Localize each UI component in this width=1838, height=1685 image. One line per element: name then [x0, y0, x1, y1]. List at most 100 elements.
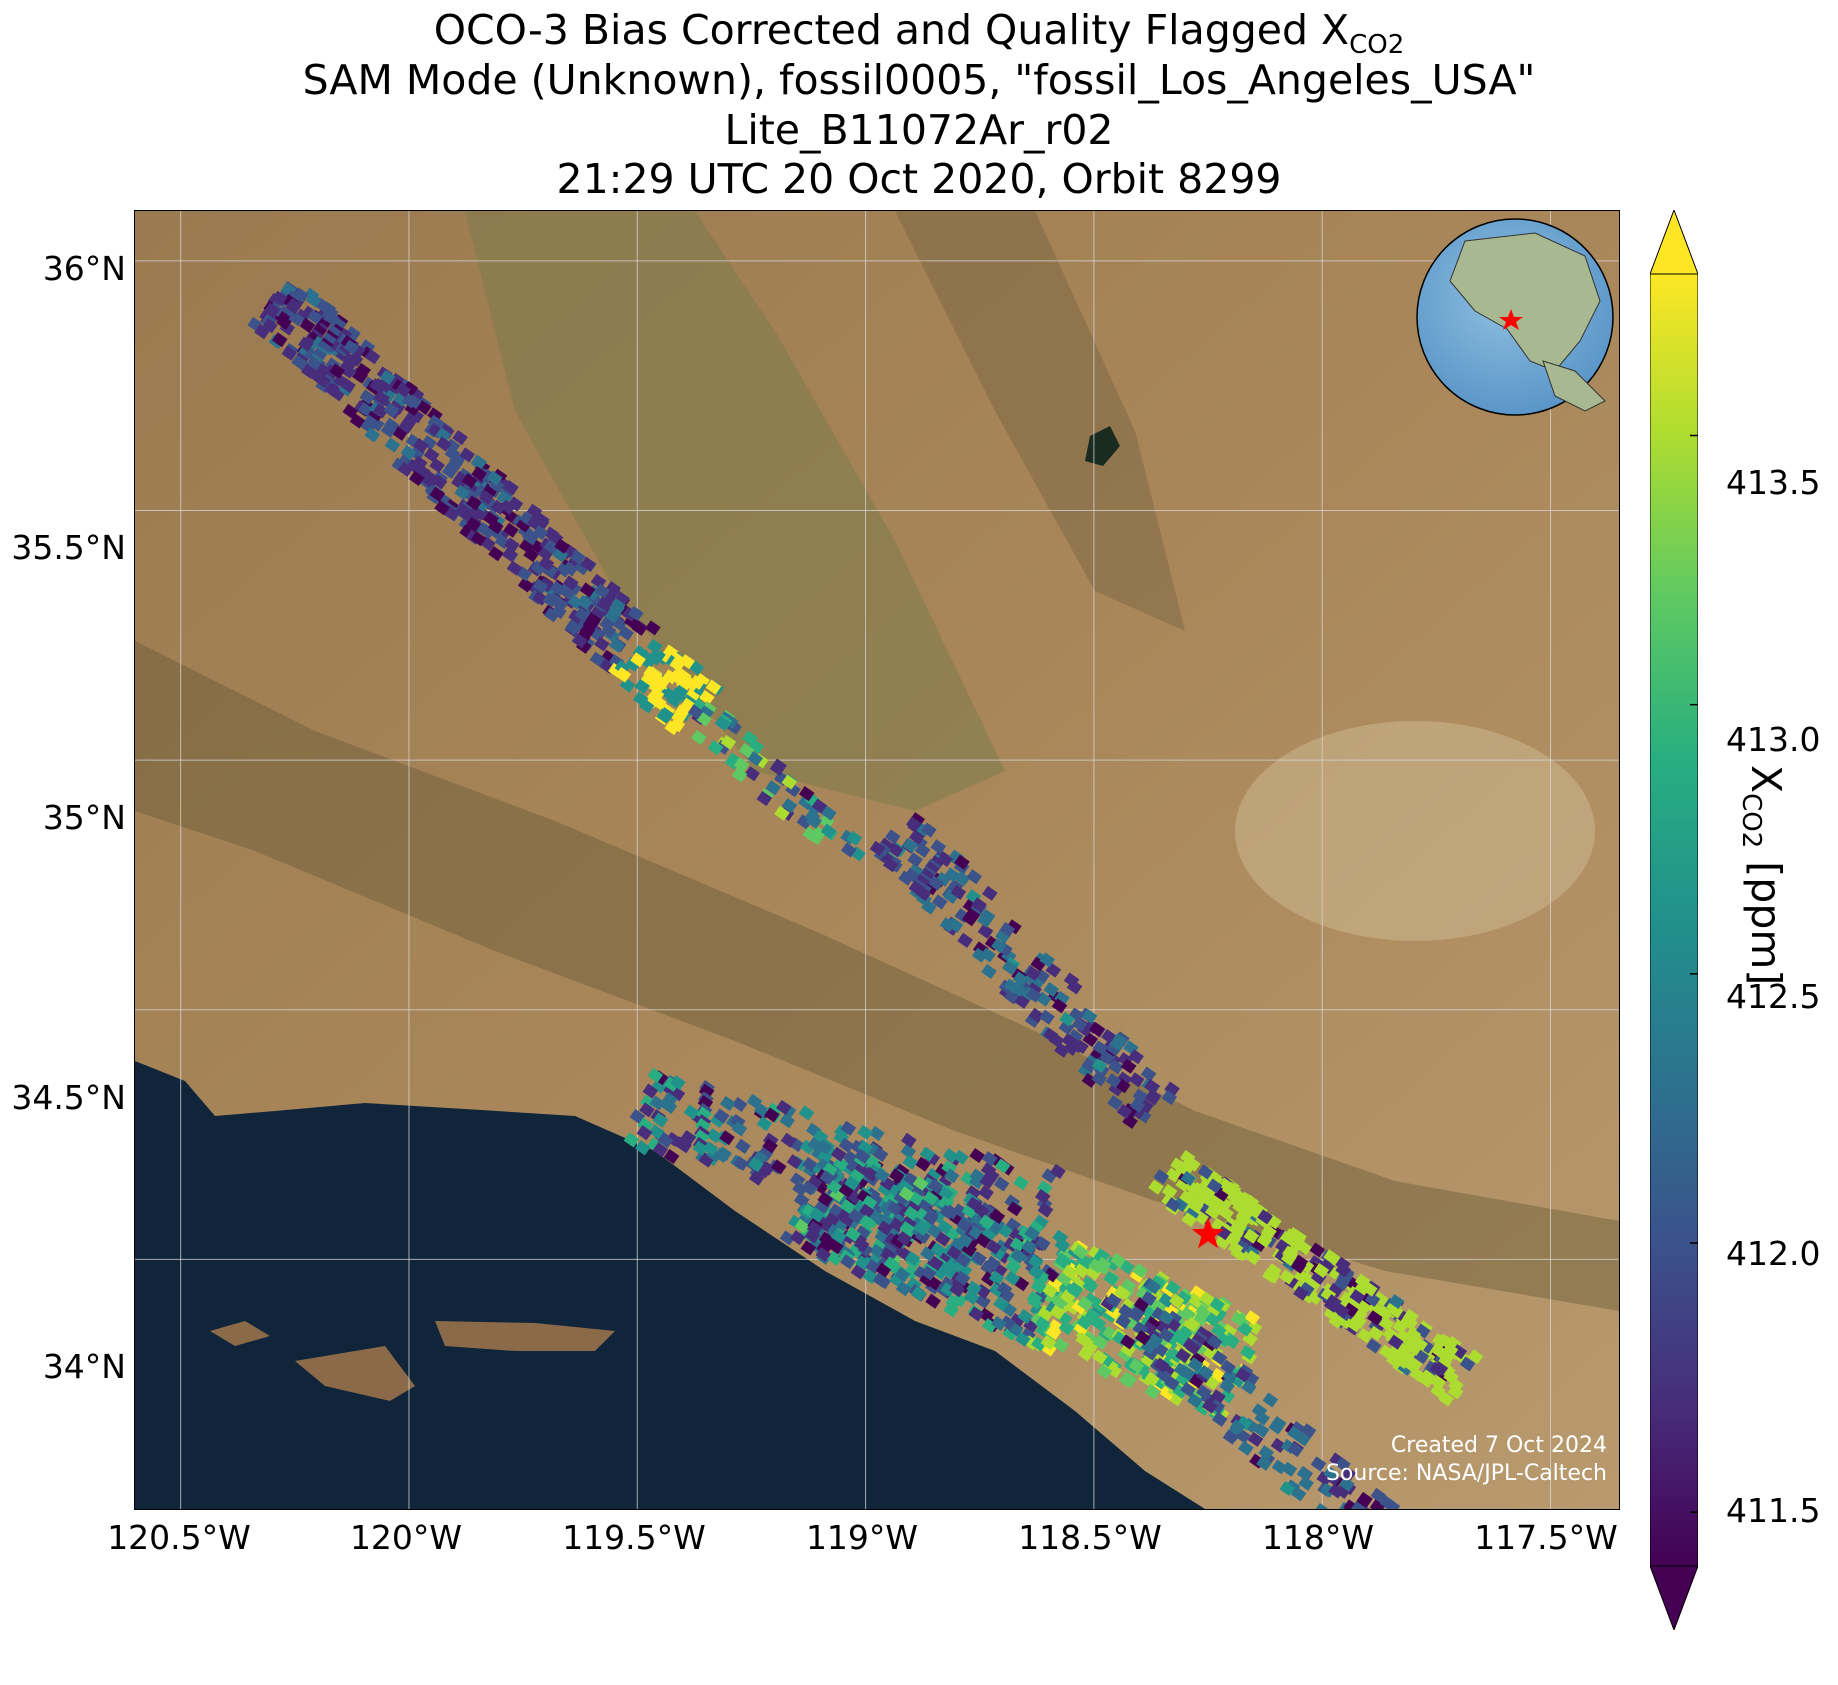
sounding-footprint: [355, 362, 371, 378]
sounding-footprint: [1313, 1262, 1330, 1279]
sounding-footprint: [1120, 1334, 1136, 1350]
sounding-footprint: [345, 325, 361, 342]
sounding-footprint: [921, 822, 937, 838]
sounding-footprint: [1186, 1393, 1203, 1409]
sounding-footprint: [982, 885, 998, 901]
sounding-footprint: [1197, 1164, 1214, 1180]
sounding-footprint: [466, 495, 482, 511]
sounding-footprint: [1103, 1271, 1119, 1287]
sounding-footprint: [1219, 1388, 1236, 1404]
sounding-footprint: [1073, 1263, 1089, 1279]
sounding-footprint: [1218, 1205, 1234, 1221]
sounding-footprint: [1015, 1331, 1031, 1347]
sounding-footprint: [872, 1272, 889, 1288]
sounding-footprint: [1364, 1291, 1381, 1308]
sounding-footprint: [926, 1223, 943, 1239]
sounding-footprint: [307, 309, 323, 325]
globe-location-star: [1499, 309, 1523, 330]
sounding-footprint: [683, 1104, 700, 1120]
sounding-footprint: [889, 1168, 905, 1184]
sounding-footprint: [748, 1157, 764, 1173]
sounding-footprint: [1256, 1455, 1272, 1471]
sounding-footprint: [731, 1121, 748, 1137]
sounding-footprint: [869, 1125, 885, 1141]
sounding-footprint: [809, 1207, 825, 1223]
sounding-footprint: [687, 704, 704, 720]
sounding-footprint: [1196, 1384, 1212, 1400]
sounding-footprint: [747, 751, 763, 767]
sounding-footprint: [506, 560, 523, 576]
sounding-footprint: [1243, 1228, 1260, 1244]
sounding-footprint: [1179, 1365, 1196, 1381]
sounding-footprint: [648, 1124, 665, 1140]
sounding-footprint: [1081, 1072, 1098, 1088]
sounding-footprint: [429, 486, 446, 502]
sounding-footprint: [1039, 952, 1056, 968]
island-santa-rosa: [295, 1346, 415, 1401]
sounding-footprint: [451, 474, 467, 490]
sounding-footprint: [815, 1246, 832, 1263]
sounding-footprint: [642, 1083, 659, 1099]
sounding-footprint: [981, 1318, 998, 1334]
sounding-footprint: [1072, 1244, 1089, 1260]
sounding-footprint: [1034, 1316, 1051, 1332]
sounding-footprint: [441, 463, 458, 479]
sounding-footprint: [1338, 1501, 1354, 1509]
sounding-footprint: [822, 1162, 839, 1178]
sounding-footprint: [1094, 1248, 1110, 1264]
chart-title-line1: OCO-3 Bias Corrected and Quality Flagged…: [0, 6, 1838, 58]
sounding-footprint: [793, 1192, 810, 1208]
sounding-footprint: [915, 1156, 931, 1172]
sounding-footprint: [925, 1167, 942, 1183]
sounding-footprint: [1256, 1232, 1273, 1248]
sounding-footprint: [670, 709, 687, 725]
sounding-footprint: [1071, 1277, 1088, 1293]
sounding-footprint: [1310, 1456, 1327, 1472]
sounding-footprint: [604, 608, 620, 624]
sounding-footprint: [1264, 1268, 1281, 1284]
sounding-footprint: [444, 446, 461, 462]
lon-tick-119-5: 119.5°W: [562, 1518, 706, 1557]
sounding-footprint: [1145, 1279, 1162, 1295]
sounding-footprint: [895, 1281, 912, 1297]
sounding-footprint: [1026, 1290, 1043, 1306]
sounding-footprint: [436, 436, 452, 452]
sounding-footprint: [1328, 1313, 1344, 1329]
sounding-footprint: [481, 484, 498, 500]
sounding-footprint: [689, 674, 706, 690]
sounding-footprint: [954, 1270, 971, 1286]
lat-tick-35: 35°N: [42, 798, 126, 837]
sounding-footprint: [340, 377, 356, 394]
sounding-footprint: [756, 1116, 773, 1132]
sounding-footprint: [661, 1098, 678, 1114]
sounding-footprint: [1034, 1188, 1051, 1205]
satellite-map[interactable]: Created 7 Oct 2024 Source: NASA/JPL-Calt…: [134, 210, 1620, 1510]
sounding-footprint: [993, 1176, 1010, 1192]
sounding-footprint: [676, 1138, 692, 1154]
sounding-footprint: [930, 1242, 946, 1258]
sounding-footprint: [1206, 1178, 1223, 1194]
sounding-footprint: [347, 351, 364, 367]
sounding-footprint: [1328, 1483, 1344, 1499]
sounding-footprint: [1279, 1269, 1295, 1285]
sounding-footprint: [937, 1185, 954, 1202]
sounding-footprint: [903, 1265, 919, 1281]
sounding-footprint: [914, 1228, 931, 1244]
sounding-footprint: [697, 1095, 714, 1111]
sounding-footprint: [298, 336, 314, 352]
sounding-footprint: [1415, 1323, 1431, 1339]
sounding-footprint: [848, 1208, 864, 1224]
sounding-footprint: [953, 1149, 969, 1165]
sounding-footprint: [306, 355, 322, 372]
sounding-footprint: [468, 505, 484, 521]
sounding-footprint: [1184, 1316, 1201, 1333]
sounding-footprint: [943, 1204, 960, 1220]
sounding-footprint: [1147, 1333, 1164, 1349]
sounding-footprint: [343, 339, 360, 355]
sounding-footprint: [818, 813, 835, 829]
sounding-footprint: [1002, 1325, 1019, 1341]
sounding-footprint: [329, 363, 345, 379]
sounding-footprint: [857, 1139, 873, 1155]
sounding-footprint: [1298, 1281, 1315, 1297]
sounding-footprint: [898, 1186, 915, 1202]
